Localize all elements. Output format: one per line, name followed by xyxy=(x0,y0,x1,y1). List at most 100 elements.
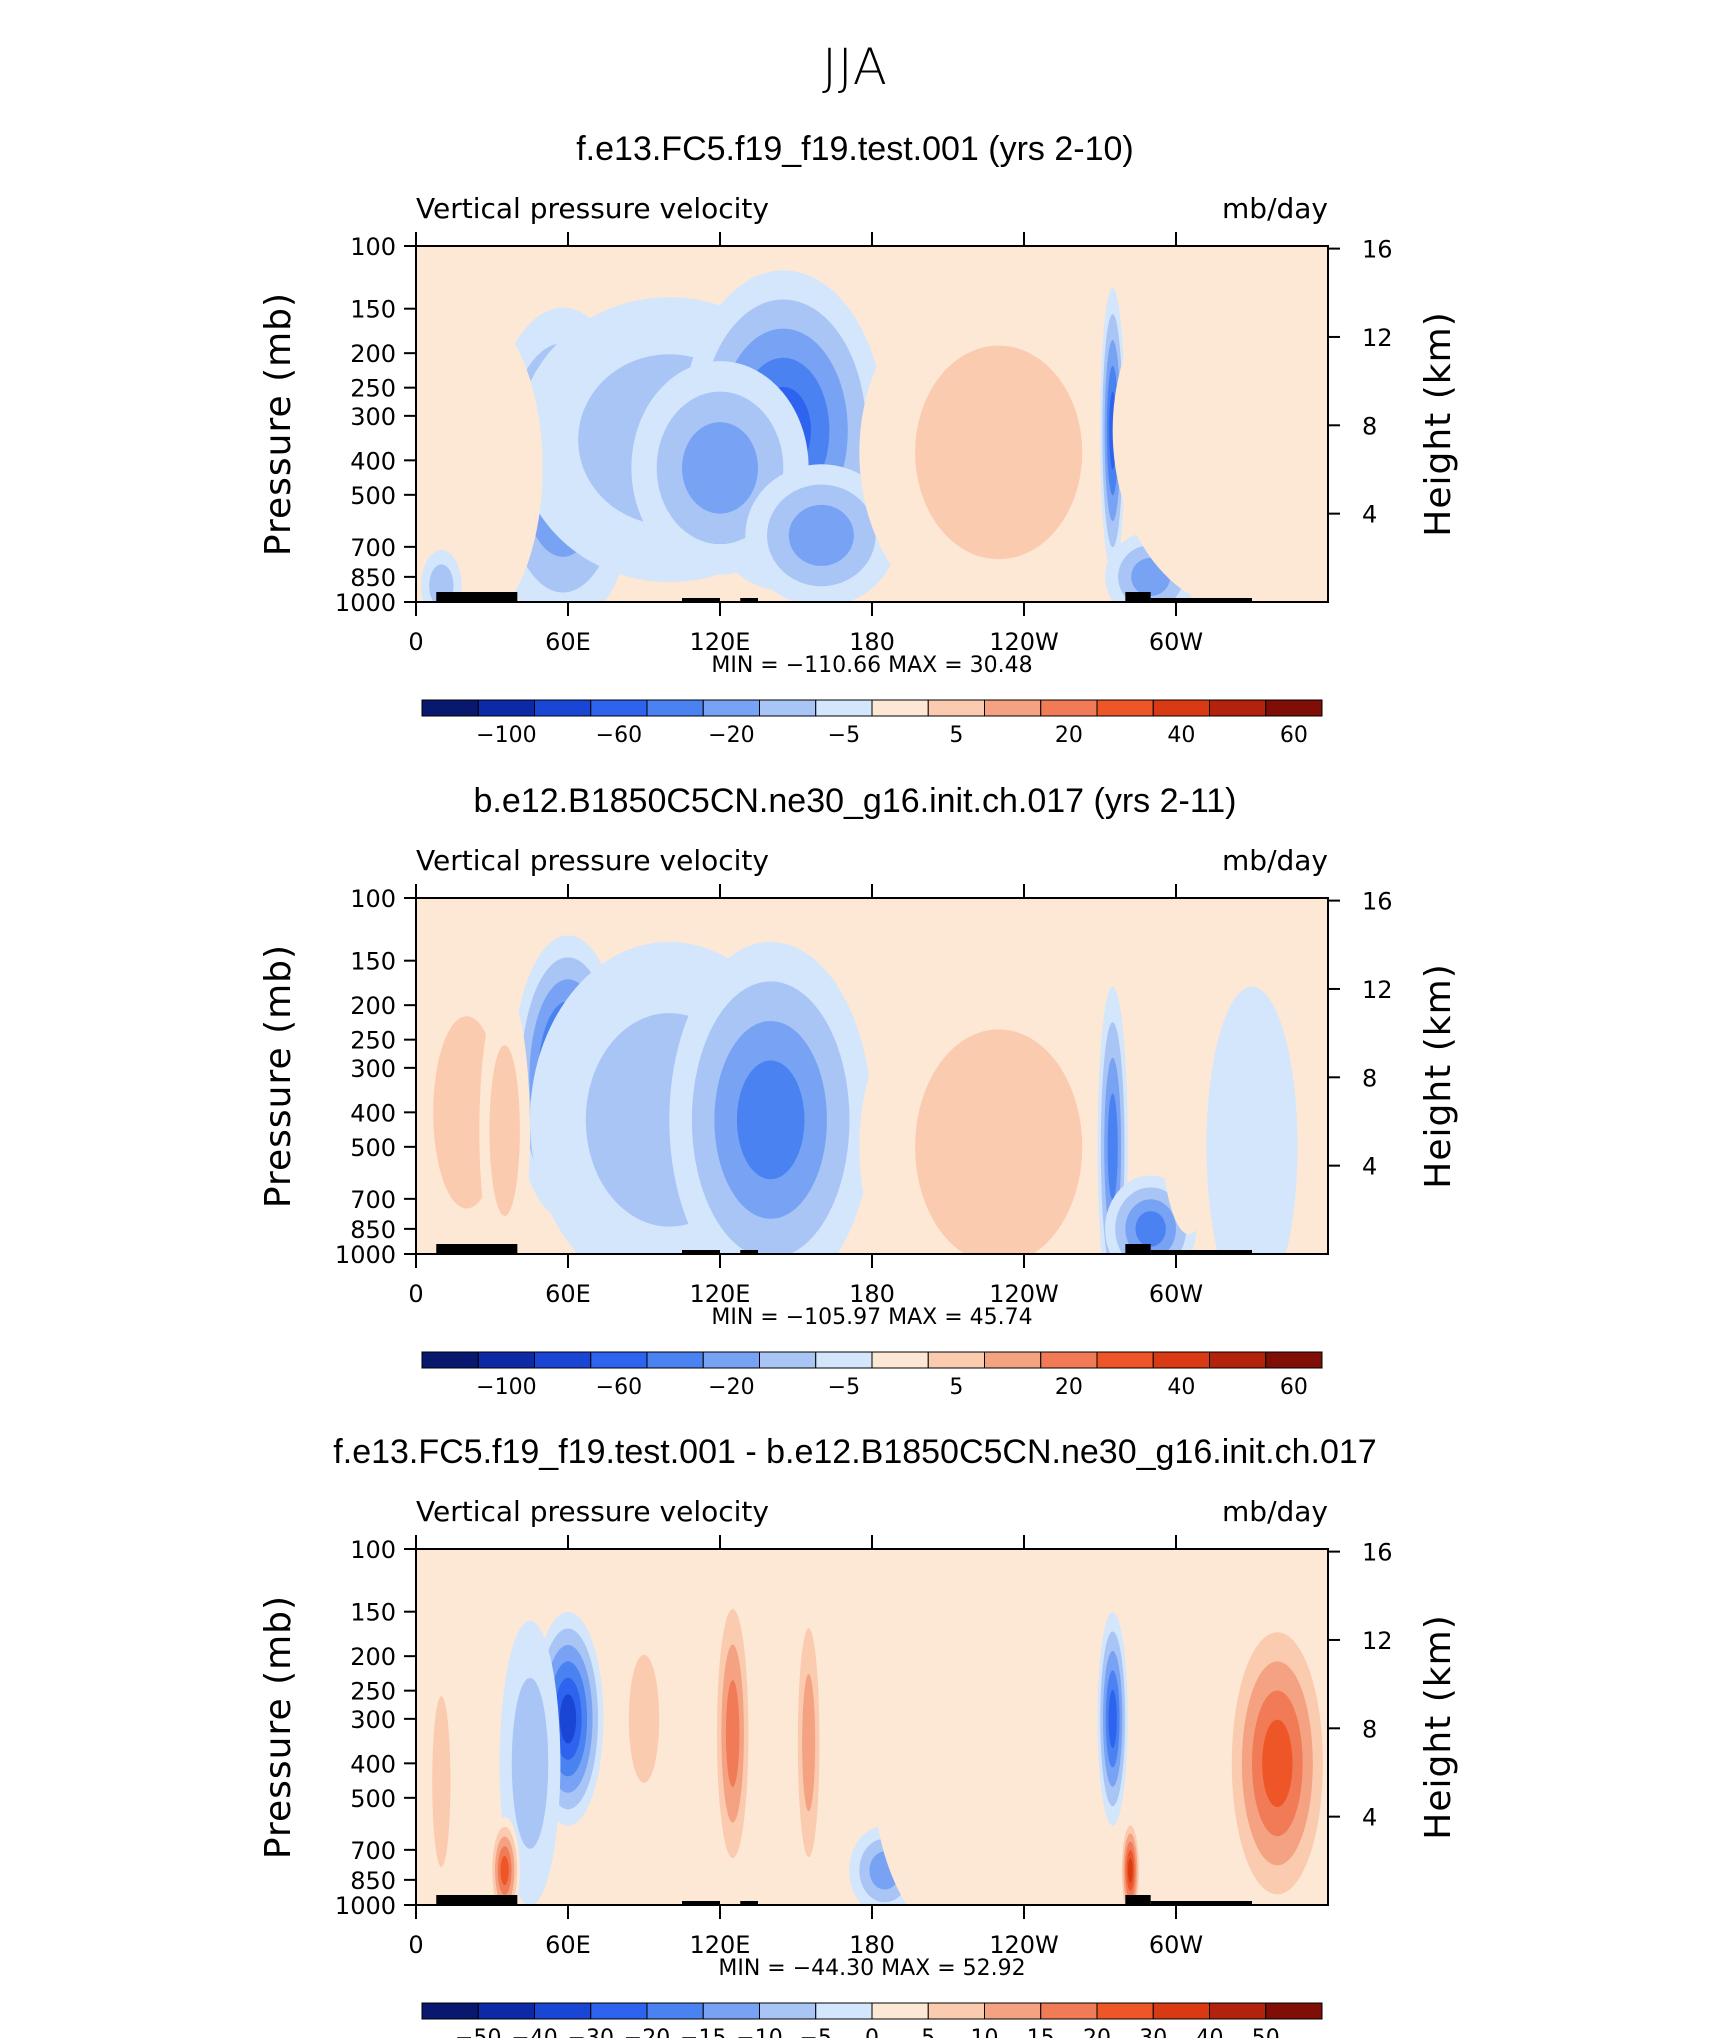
x-tick-label: 180 xyxy=(849,628,895,656)
colorbar-swatch xyxy=(759,2002,817,2020)
terrain xyxy=(1150,1250,1252,1254)
y-tick-label: 200 xyxy=(350,1643,396,1671)
x-tick-label: 60E xyxy=(545,1931,591,1959)
y-tick-label: 300 xyxy=(350,403,396,431)
colorbar-swatch xyxy=(927,2002,985,2020)
colorbar-label: 20 xyxy=(1055,1375,1083,1400)
contour-region xyxy=(788,504,854,566)
colorbar-swatch xyxy=(646,699,704,717)
units-label: mb/day xyxy=(1222,844,1328,877)
terrain xyxy=(1150,1901,1252,1905)
x-tick-label: 60W xyxy=(1149,628,1203,656)
colorbar-swatch xyxy=(1096,2002,1154,2020)
y2-tick-label: 16 xyxy=(1362,1539,1393,1567)
colorbar-swatch xyxy=(815,1351,873,1369)
y-tick-label: 850 xyxy=(350,564,396,592)
colorbar-swatch xyxy=(646,2002,704,2020)
colorbar-label: −5 xyxy=(828,723,860,748)
y2-tick-label: 4 xyxy=(1362,1804,1377,1832)
colorbar-swatch xyxy=(984,699,1042,717)
y2-axis-title: Height (km) xyxy=(1418,963,1459,1188)
y-tick-label: 1000 xyxy=(335,589,396,617)
y2-axis-title: Height (km) xyxy=(1418,1614,1459,1839)
y-tick-label: 850 xyxy=(350,1216,396,1244)
contour-region xyxy=(628,1654,660,1783)
panel-difference: f.e13.FC5.f19_f19.test.001 - b.e12.B1850… xyxy=(0,1433,1710,2038)
colorbar-swatch xyxy=(1040,699,1098,717)
colorbar-label: 10 xyxy=(971,2026,999,2038)
x-tick-label: 0 xyxy=(408,1280,423,1308)
y2-tick-label: 4 xyxy=(1362,1153,1377,1181)
units-label: mb/day xyxy=(1222,1495,1328,1528)
contour-region xyxy=(1135,1211,1166,1247)
colorbar-label: −5 xyxy=(800,2026,832,2038)
colorbar-swatch xyxy=(702,699,760,717)
colorbar-label: 60 xyxy=(1280,1375,1308,1400)
colorbar-label: 60 xyxy=(1280,723,1308,748)
y2-tick-label: 16 xyxy=(1362,888,1393,916)
terrain xyxy=(682,598,720,602)
page-title: JJA xyxy=(822,38,888,96)
contour-region xyxy=(725,1680,740,1787)
contour-plot: Vertical pressure velocity mb/day 100 150 20… xyxy=(258,844,1459,1400)
y-axis-title: Pressure (mb) xyxy=(258,292,299,556)
y2-tick-label: 4 xyxy=(1362,501,1377,529)
colorbar-label: 30 xyxy=(1139,2026,1167,2038)
colorbar-label: −50 xyxy=(455,2026,501,2038)
y-tick-label: 250 xyxy=(350,375,396,403)
min-max-stats: MIN = −44.30 MAX = 52.92 xyxy=(718,1956,1025,1981)
y-tick-label: 250 xyxy=(350,1678,396,1706)
contour-region xyxy=(1262,1719,1293,1808)
contour-region xyxy=(802,1674,816,1812)
colorbar-swatch xyxy=(1096,699,1154,717)
contour-region xyxy=(489,1045,520,1216)
colorbar-swatch xyxy=(590,699,648,717)
terrain xyxy=(1125,1244,1151,1254)
colorbar-swatch xyxy=(1265,699,1323,717)
y2-tick-label: 8 xyxy=(1362,1064,1377,1092)
colorbar-label: −60 xyxy=(596,1375,642,1400)
colorbar-swatch xyxy=(1096,1351,1154,1369)
colorbar-label: 20 xyxy=(1083,2026,1111,2038)
colorbar-swatch xyxy=(477,699,535,717)
y-tick-label: 500 xyxy=(350,1134,396,1162)
colorbar-label: 0 xyxy=(865,2026,879,2038)
x-tick-label: 120W xyxy=(989,1280,1059,1308)
y-tick-label: 400 xyxy=(350,447,396,475)
y-axis-title: Pressure (mb) xyxy=(258,944,299,1208)
colorbar-swatch xyxy=(477,1351,535,1369)
colorbar-swatch xyxy=(1265,2002,1323,2020)
x-tick-label: 120E xyxy=(690,1280,751,1308)
terrain xyxy=(740,1901,758,1905)
colorbar-label: −15 xyxy=(680,2026,726,2038)
y-tick-label: 500 xyxy=(350,482,396,510)
colorbar-swatch xyxy=(1209,1351,1267,1369)
colorbar-swatch xyxy=(815,699,873,717)
x-tick-label: 120W xyxy=(989,1931,1059,1959)
y-tick-label: 150 xyxy=(350,948,396,976)
colorbar-swatch xyxy=(534,699,592,717)
y-tick-label: 850 xyxy=(350,1867,396,1895)
terrain xyxy=(436,592,518,602)
y-tick-label: 300 xyxy=(350,1706,396,1734)
y-tick-label: 700 xyxy=(350,1186,396,1214)
colorbar-label: 40 xyxy=(1196,2026,1224,2038)
x-tick-label: 0 xyxy=(408,1931,423,1959)
colorbar-swatch xyxy=(759,699,817,717)
colorbar-swatch xyxy=(534,1351,592,1369)
y-tick-label: 1000 xyxy=(335,1892,396,1920)
y-tick-label: 700 xyxy=(350,534,396,562)
x-tick-label: 60E xyxy=(545,628,591,656)
contour-region xyxy=(416,307,543,602)
terrain xyxy=(1125,1895,1151,1905)
colorbar-swatch xyxy=(421,699,479,717)
y-axis-title: Pressure (mb) xyxy=(258,1595,299,1859)
colorbar-swatch xyxy=(984,1351,1042,1369)
terrain xyxy=(436,1244,518,1254)
panel-title: f.e13.FC5.f19_f19.test.001 - b.e12.B1850… xyxy=(333,1433,1377,1471)
panel-control: f.e13.FC5.f19_f19.test.001 (yrs 2-10) Ve… xyxy=(0,130,1710,755)
y-tick-label: 150 xyxy=(350,1599,396,1627)
colorbar-swatch xyxy=(702,1351,760,1369)
colorbar-label: −40 xyxy=(511,2026,557,2038)
y-tick-label: 100 xyxy=(350,233,396,261)
